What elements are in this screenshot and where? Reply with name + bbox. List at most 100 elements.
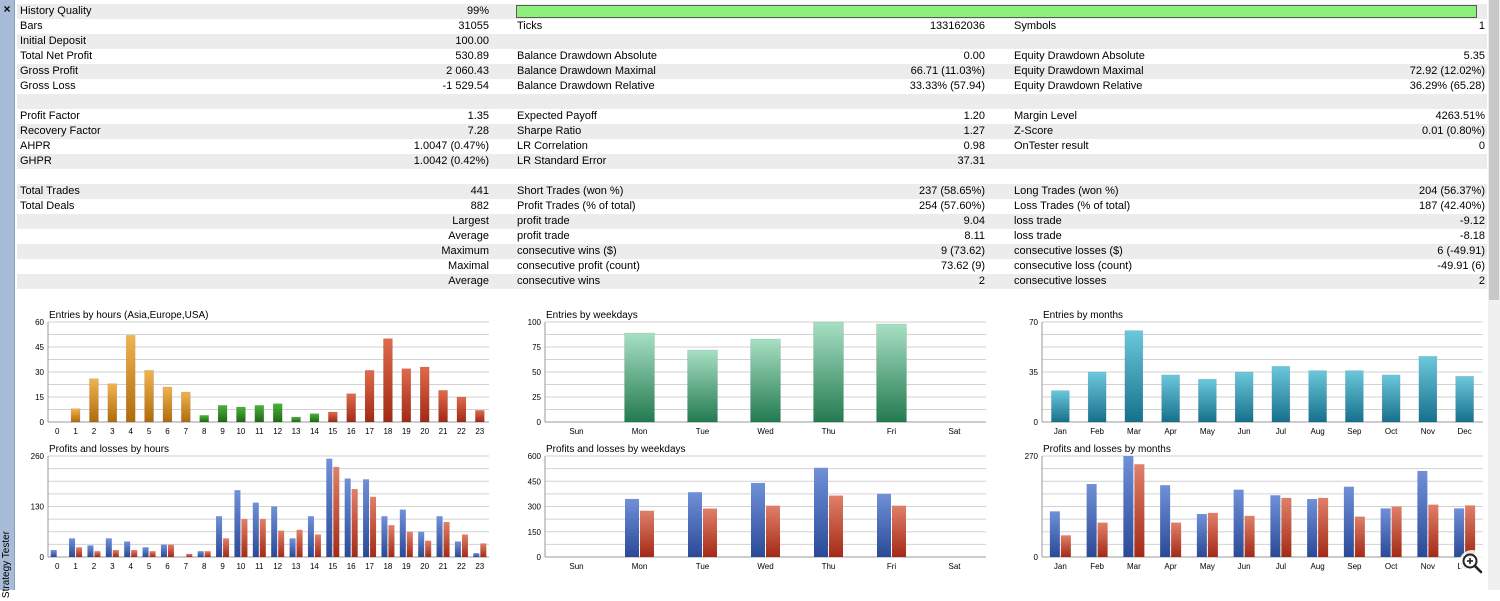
profit-bar	[381, 516, 388, 557]
chart-title: Profits and losses by weekdays	[546, 444, 686, 455]
x-tick-label: 16	[347, 427, 356, 436]
stats-row: Average consecutive wins 2 consecutive loss…	[17, 274, 1487, 289]
loss-bar	[223, 538, 230, 557]
y-tick-label: 270	[1025, 452, 1039, 461]
x-tick-label: Mar	[1127, 427, 1141, 436]
history-quality-bar	[516, 5, 1477, 18]
loss-bar	[829, 495, 843, 557]
bar	[1308, 370, 1327, 423]
stat-label: Sharpe Ratio	[517, 125, 582, 137]
profit-bar	[436, 516, 443, 557]
x-tick-label: 19	[402, 562, 411, 571]
x-tick-label: Thu	[822, 562, 836, 571]
stat-value: 441	[470, 185, 489, 197]
profit-bar	[50, 550, 57, 557]
x-tick-label: Jan	[1054, 427, 1067, 436]
bar	[1234, 371, 1254, 423]
stat-label: profit trade	[517, 215, 570, 227]
bar	[1051, 390, 1070, 423]
stat-value: -1 529.54	[442, 80, 489, 92]
stat-label: consecutive wins ($)	[517, 245, 617, 257]
stats-row	[17, 94, 1487, 109]
x-tick-label: 12	[273, 427, 282, 436]
x-tick-label: Nov	[1421, 427, 1435, 436]
stat-label: LR Standard Error	[517, 155, 607, 167]
chart-3: Entries by months 0 35 70 Jan Feb Mar Apr May Jun…	[1029, 310, 1483, 436]
bar	[346, 393, 356, 423]
bar	[89, 378, 99, 423]
profit-bar	[1049, 511, 1060, 557]
profit-bar	[1233, 489, 1244, 557]
stat-label: Profit Factor	[20, 110, 80, 122]
x-tick-label: 23	[475, 427, 484, 436]
y-tick-label: 0	[537, 418, 542, 427]
loss-bar	[167, 544, 174, 557]
loss-bar	[1207, 512, 1218, 557]
stat-value: 2 060.43	[446, 65, 489, 77]
stat-label: AHPR	[20, 140, 51, 152]
y-tick-label: 25	[532, 393, 541, 402]
loss-bar	[1391, 506, 1402, 557]
x-tick-label: 1	[73, 562, 78, 571]
x-tick-label: 4	[128, 562, 133, 571]
stat-value: 1.35	[467, 110, 489, 122]
y-tick-label: 35	[1029, 368, 1038, 377]
profit-bar	[160, 544, 167, 557]
bar	[419, 366, 430, 423]
stat-value: 1.0047 (0.47%)	[413, 140, 489, 152]
stat-value: 882	[470, 200, 489, 212]
loss-bar	[1354, 516, 1365, 557]
x-tick-label: 20	[420, 427, 429, 436]
profit-bar	[1086, 484, 1097, 557]
x-tick-label: 17	[365, 562, 374, 571]
bar	[624, 332, 655, 423]
close-icon[interactable]: ×	[3, 2, 11, 16]
profit-bar	[1307, 499, 1318, 557]
stat-label: Long Trades (won %)	[1014, 185, 1119, 197]
loss-bar	[640, 510, 654, 557]
scrollbar-thumb[interactable]	[1489, 0, 1499, 300]
profit-bar	[271, 506, 278, 557]
loss-bar	[1281, 497, 1292, 557]
y-tick-label: 100	[528, 318, 542, 327]
stats-row: Total Trades 441 Short Trades (won %) 237 (…	[17, 184, 1487, 199]
loss-bar	[892, 505, 906, 557]
vertical-scrollbar[interactable]	[1488, 0, 1500, 590]
x-tick-label: Aug	[1311, 562, 1325, 571]
profit-bar	[234, 490, 241, 557]
stat-label: Loss Trades (% of total)	[1014, 200, 1131, 212]
stat-row-label: Largest	[452, 215, 489, 227]
bar	[1087, 371, 1107, 423]
bar	[876, 323, 907, 423]
profit-bar	[1454, 508, 1465, 557]
bar	[1124, 330, 1144, 423]
y-tick-label: 45	[35, 343, 44, 352]
x-tick-label: 8	[202, 427, 207, 436]
profit-bar	[252, 502, 259, 557]
x-tick-label: Aug	[1311, 427, 1325, 436]
x-tick-label: 13	[292, 562, 301, 571]
bar	[750, 338, 781, 423]
x-tick-label: 2	[92, 562, 97, 571]
profit-bar	[307, 516, 314, 557]
x-tick-label: Jun	[1238, 427, 1251, 436]
profit-bar	[814, 467, 828, 557]
report-panel: History Quality 99% Bars 31055 Ticks 133162…	[17, 4, 1487, 590]
x-tick-label: Sun	[569, 427, 583, 436]
x-tick-label: 9	[220, 427, 225, 436]
stat-value: 5.35	[1463, 50, 1485, 62]
zoom-icon[interactable]	[1458, 549, 1486, 577]
x-tick-label: Feb	[1090, 562, 1104, 571]
chart-title: Entries by months	[1043, 310, 1123, 321]
loss-bar	[388, 525, 395, 557]
bar	[383, 338, 393, 423]
loss-bar	[186, 553, 193, 557]
x-tick-label: 19	[402, 427, 411, 436]
x-tick-label: 0	[55, 562, 60, 571]
stat-value: 1.20	[963, 110, 985, 122]
loss-bar	[1134, 464, 1145, 557]
x-tick-label: May	[1200, 562, 1215, 571]
stat-row-label: Maximum	[441, 245, 489, 257]
loss-bar	[149, 551, 156, 557]
y-tick-label: 75	[532, 343, 541, 352]
